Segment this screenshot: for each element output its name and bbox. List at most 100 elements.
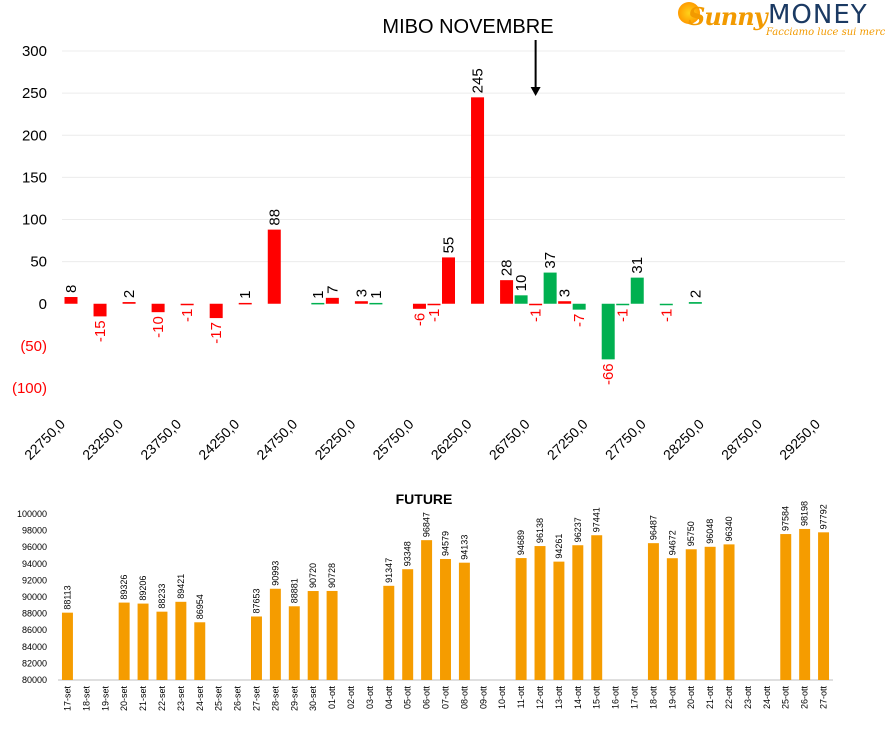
bar <box>572 303 586 310</box>
data-label: -66 <box>600 363 617 385</box>
data-label: 98198 <box>800 501 810 526</box>
data-label: 1 <box>368 291 385 299</box>
bar <box>307 591 319 680</box>
data-label: 88881 <box>289 578 299 603</box>
y-tick-label: (50) <box>20 338 47 355</box>
x-tick-label: 07-ott <box>441 686 451 710</box>
bar <box>440 558 451 680</box>
y-tick-label: 94000 <box>22 559 47 569</box>
x-tick-label: 26250,0 <box>428 416 475 463</box>
data-label: 94261 <box>554 534 564 559</box>
bar <box>383 585 395 680</box>
x-tick-label: 18-ott <box>648 686 658 710</box>
data-label: 1 <box>310 291 327 299</box>
bar <box>325 297 339 304</box>
data-label: 90993 <box>270 561 280 586</box>
bar <box>175 601 187 680</box>
bar <box>311 302 325 305</box>
x-tick-label: 23-ott <box>743 686 753 710</box>
bar <box>156 611 168 680</box>
data-label: -15 <box>92 320 109 342</box>
chart-title: MIBO NOVEMBRE <box>382 16 553 38</box>
bar <box>412 303 426 309</box>
data-label: -1 <box>426 309 443 322</box>
bar <box>534 546 546 680</box>
data-label: 1 <box>237 291 254 299</box>
data-label: 97792 <box>819 504 829 529</box>
bar <box>543 272 557 304</box>
bar <box>529 303 543 306</box>
data-label: 2 <box>121 290 138 298</box>
y-tick-label: 80000 <box>22 675 47 685</box>
bar <box>288 606 300 680</box>
data-label: 2 <box>687 290 704 298</box>
data-label: 94133 <box>459 535 469 560</box>
bar <box>64 297 78 304</box>
x-tick-label: 15-ott <box>592 686 602 710</box>
data-label: 91347 <box>384 558 394 583</box>
x-tick-label: 11-ott <box>516 686 526 709</box>
mibo-open-interest-chart: 300 250 200 150 100 50 0 (50) (100) 22750,0 23250,… <box>12 16 845 463</box>
bar <box>780 534 792 680</box>
x-tick-label: 23-set <box>176 686 186 712</box>
x-tick-label: 03-ott <box>365 686 375 710</box>
future-price-chart: FUTURE 80000 82000 84000 86000 88000 90000 9200… <box>17 491 833 711</box>
x-tick-label: 24-ott <box>762 686 772 710</box>
y-tick-label: 86000 <box>22 625 47 635</box>
y-tick-label: (100) <box>12 380 47 397</box>
data-label: 7 <box>324 286 341 294</box>
x-tick-label: 26-ott <box>800 686 810 710</box>
bar <box>471 97 485 304</box>
x-tick-label: 19-set <box>100 686 110 712</box>
x-tick-label: 26750,0 <box>486 416 533 463</box>
y-tick-label: 92000 <box>22 575 47 585</box>
x-tick-label: 27-ott <box>819 686 829 710</box>
x-tick-label: 21-set <box>138 686 148 712</box>
data-label: 88233 <box>157 584 167 609</box>
x-tick-label: 02-ott <box>346 686 356 710</box>
bar <box>688 302 702 304</box>
x-tick-label: 17-ott <box>630 686 640 710</box>
bar <box>402 569 414 680</box>
bar <box>659 303 673 306</box>
bar <box>151 303 165 313</box>
bar <box>515 558 527 680</box>
data-label: 90720 <box>308 563 318 588</box>
data-label: 97584 <box>781 506 791 531</box>
bar <box>137 603 149 680</box>
x-tick-label: 25750,0 <box>369 416 416 463</box>
bar <box>269 588 281 680</box>
logo-word-sunny: Sunny <box>688 2 768 31</box>
data-label: 96847 <box>422 512 432 537</box>
x-tick-label: 20-ott <box>686 686 696 710</box>
x-tick-label: 05-ott <box>403 686 413 710</box>
data-label: -7 <box>571 314 588 327</box>
data-label: -1 <box>658 309 675 322</box>
x-tick-label: 24250,0 <box>195 416 242 463</box>
logo-word-money: MONEY <box>768 0 868 30</box>
bar <box>630 277 644 304</box>
data-label: 8 <box>63 285 80 293</box>
bar <box>250 616 262 680</box>
data-label: 97441 <box>592 507 602 532</box>
x-tick-label: 06-ott <box>422 686 432 710</box>
data-label: 96048 <box>705 519 715 544</box>
bar <box>572 545 584 680</box>
chart-title: FUTURE <box>396 491 453 507</box>
data-label: 89421 <box>176 574 186 599</box>
x-tick-label: 04-ott <box>384 686 394 710</box>
x-tick-label: 17-set <box>62 686 72 712</box>
y-tick-label: 0 <box>39 296 47 313</box>
bar <box>514 295 528 304</box>
y-tick-label: 90000 <box>22 592 47 602</box>
data-label: 88 <box>266 209 283 226</box>
bar <box>591 535 603 680</box>
x-tick-label: 24-set <box>195 686 205 712</box>
x-tick-label: 26-set <box>233 686 243 712</box>
bar <box>421 540 433 680</box>
x-tick-label: 09-ott <box>478 686 488 710</box>
x-tick-label: 22750,0 <box>21 416 68 463</box>
data-label: 94672 <box>667 530 677 555</box>
bar <box>647 543 659 680</box>
